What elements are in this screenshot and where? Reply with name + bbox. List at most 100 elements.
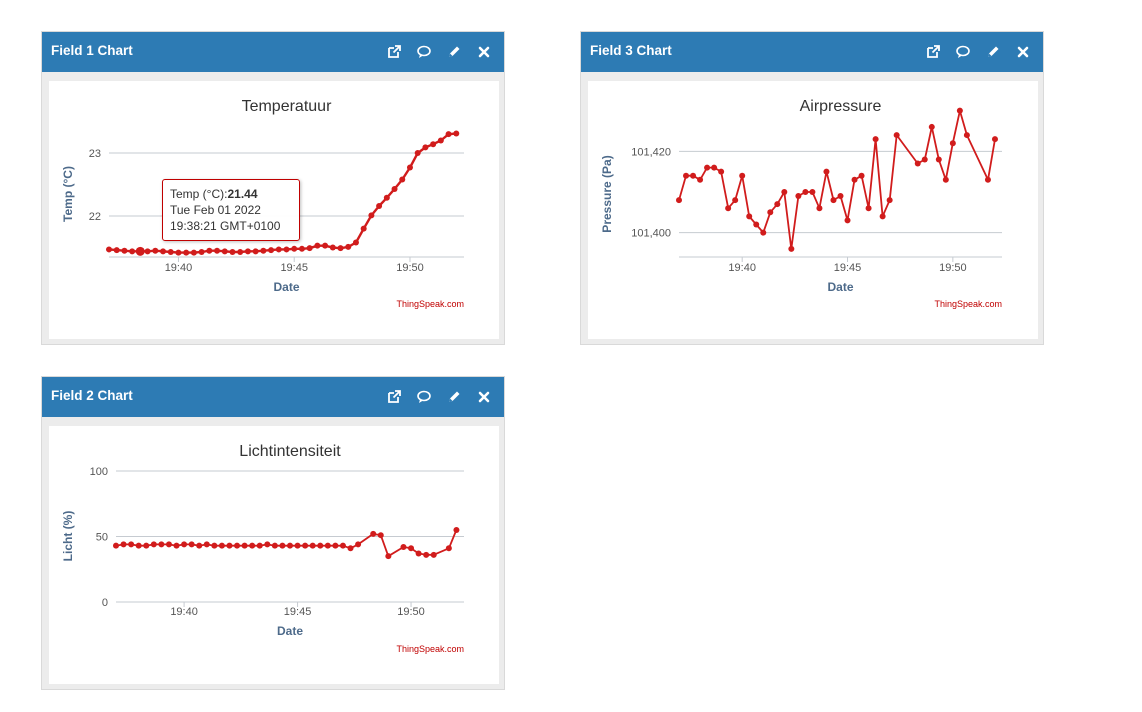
data-point[interactable]: [711, 164, 718, 171]
data-point[interactable]: [935, 156, 942, 163]
data-point[interactable]: [234, 542, 241, 549]
data-point[interactable]: [249, 542, 256, 549]
comment-icon[interactable]: [416, 44, 432, 60]
data-point[interactable]: [256, 542, 263, 549]
data-point[interactable]: [423, 551, 430, 558]
data-point[interactable]: [414, 150, 421, 157]
data-point[interactable]: [725, 205, 732, 212]
data-point[interactable]: [370, 530, 377, 537]
data-point[interactable]: [830, 197, 837, 204]
data-point[interactable]: [121, 247, 128, 254]
data-point[interactable]: [203, 541, 210, 548]
data-point[interactable]: [309, 542, 316, 549]
data-point[interactable]: [275, 246, 282, 253]
data-point[interactable]: [181, 541, 188, 548]
data-point[interactable]: [732, 197, 739, 204]
data-point[interactable]: [120, 541, 127, 548]
data-point[interactable]: [324, 542, 331, 549]
data-point[interactable]: [211, 542, 218, 549]
data-point[interactable]: [113, 247, 120, 254]
data-point[interactable]: [183, 249, 190, 256]
data-point[interactable]: [739, 172, 746, 179]
data-point[interactable]: [430, 141, 437, 148]
data-point[interactable]: [795, 193, 802, 200]
data-point[interactable]: [294, 542, 301, 549]
data-point[interactable]: [268, 247, 275, 254]
data-point[interactable]: [788, 245, 795, 252]
data-point[interactable]: [287, 542, 293, 549]
data-point[interactable]: [317, 542, 324, 549]
data-point[interactable]: [113, 542, 119, 549]
data-point[interactable]: [314, 242, 321, 249]
data-point[interactable]: [332, 542, 339, 549]
data-point[interactable]: [226, 542, 233, 549]
data-point[interactable]: [445, 131, 452, 138]
data-point[interactable]: [823, 168, 830, 175]
data-point[interactable]: [690, 172, 697, 179]
data-point[interactable]: [422, 144, 429, 151]
external-link-icon[interactable]: [925, 44, 941, 60]
thingspeak-credit[interactable]: ThingSpeak.com: [934, 299, 1002, 309]
data-point[interactable]: [928, 123, 935, 130]
data-point[interactable]: [190, 249, 197, 256]
data-point[interactable]: [453, 130, 460, 137]
data-point[interactable]: [188, 541, 195, 548]
data-point[interactable]: [306, 245, 313, 252]
data-point[interactable]: [218, 542, 225, 549]
data-point[interactable]: [165, 541, 172, 548]
data-point[interactable]: [206, 247, 213, 254]
data-point[interactable]: [337, 245, 344, 252]
data-point[interactable]: [241, 542, 248, 549]
data-point[interactable]: [391, 185, 398, 192]
data-point[interactable]: [683, 172, 690, 179]
data-point[interactable]: [252, 248, 259, 255]
data-point[interactable]: [271, 542, 278, 549]
data-point[interactable]: [921, 156, 928, 163]
data-point[interactable]: [355, 541, 362, 548]
data-point[interactable]: [676, 197, 682, 204]
data-point[interactable]: [128, 541, 135, 548]
data-point[interactable]: [914, 160, 921, 167]
pencil-icon[interactable]: [446, 44, 462, 60]
data-point[interactable]: [283, 246, 290, 253]
data-point[interactable]: [781, 188, 788, 195]
data-point[interactable]: [152, 247, 159, 254]
data-point[interactable]: [991, 136, 998, 143]
data-point[interactable]: [260, 247, 267, 254]
data-point[interactable]: [408, 545, 415, 552]
data-point[interactable]: [809, 188, 816, 195]
thingspeak-credit[interactable]: ThingSpeak.com: [396, 299, 464, 309]
data-point[interactable]: [347, 545, 354, 552]
data-point[interactable]: [196, 542, 203, 549]
data-point[interactable]: [956, 107, 963, 114]
data-point[interactable]: [368, 212, 375, 219]
data-point[interactable]: [376, 202, 383, 209]
data-point[interactable]: [345, 243, 352, 250]
data-point[interactable]: [150, 541, 157, 548]
data-point[interactable]: [135, 542, 142, 549]
data-point[interactable]: [291, 245, 298, 252]
data-point[interactable]: [360, 225, 367, 232]
data-point[interactable]: [415, 550, 422, 557]
data-point[interactable]: [143, 542, 150, 549]
data-point[interactable]: [837, 193, 844, 200]
comment-icon[interactable]: [955, 44, 971, 60]
data-point[interactable]: [264, 541, 271, 548]
data-point[interactable]: [886, 197, 893, 204]
data-point[interactable]: [802, 188, 809, 195]
data-point[interactable]: [144, 248, 151, 255]
data-point[interactable]: [158, 541, 165, 548]
data-point[interactable]: [984, 176, 991, 183]
data-point[interactable]: [746, 213, 753, 220]
data-point[interactable]: [221, 248, 228, 255]
pencil-icon[interactable]: [985, 44, 1001, 60]
data-point[interactable]: [377, 532, 384, 539]
data-point[interactable]: [879, 213, 886, 220]
data-point[interactable]: [893, 132, 900, 139]
data-point[interactable]: [963, 132, 970, 139]
data-point[interactable]: [851, 176, 858, 183]
data-point[interactable]: [173, 542, 180, 549]
data-point[interactable]: [329, 244, 336, 251]
thingspeak-credit[interactable]: ThingSpeak.com: [396, 644, 464, 654]
data-point[interactable]: [106, 246, 112, 253]
